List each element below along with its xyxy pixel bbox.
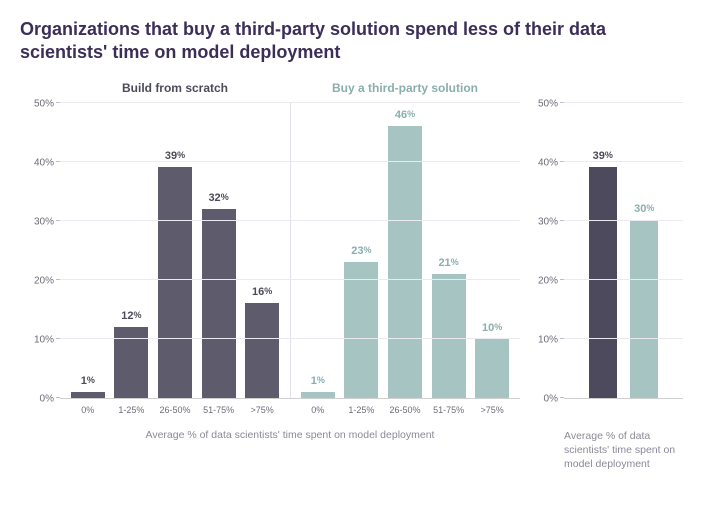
x-tick-label: 26-50% xyxy=(385,399,425,423)
bar-column: 39% xyxy=(586,167,620,398)
bar-column: 10% xyxy=(472,339,512,398)
side-spacer xyxy=(528,77,683,99)
x-tick-label: 51-75% xyxy=(199,399,239,423)
panel-xticks: 0%1-25%26-50%51-75%>75% xyxy=(60,399,290,423)
bar: 32% xyxy=(202,209,236,398)
bar-value-label: 23% xyxy=(344,245,378,257)
x-tick-label: >75% xyxy=(472,399,512,423)
x-tick-label: 26-50% xyxy=(155,399,195,423)
bar-value-label: 12% xyxy=(114,310,148,322)
bar: 39% xyxy=(589,167,617,398)
bar: 46% xyxy=(388,126,422,398)
ytick: 10% xyxy=(20,335,54,346)
side-bars-row: 39% 30% xyxy=(564,103,683,398)
ytick: 0% xyxy=(528,394,558,405)
gridline xyxy=(60,220,520,221)
bar: 1% xyxy=(71,392,105,398)
gridline xyxy=(60,161,520,162)
ytick: 40% xyxy=(20,158,54,169)
bar-column: 46% xyxy=(385,126,425,398)
ytick: 40% xyxy=(528,158,558,169)
side-bars: 39% 30% xyxy=(564,103,683,398)
main-plot: 1% 12% 39% 32% 16% 1% 23% 46% 21% 10% xyxy=(60,103,520,399)
x-tick-label: 51-75% xyxy=(429,399,469,423)
ytick: 30% xyxy=(20,217,54,228)
tick-mark xyxy=(56,102,60,103)
tick-mark xyxy=(56,161,60,162)
bar-value-label: 32% xyxy=(202,192,236,204)
bar: 21% xyxy=(432,274,466,398)
x-tick-label: 1-25% xyxy=(111,399,151,423)
bar: 39% xyxy=(158,167,192,398)
x-tick-label: 0% xyxy=(68,399,108,423)
ytick: 0% xyxy=(20,394,54,405)
tick-mark xyxy=(560,161,564,162)
bar-column: 1% xyxy=(298,392,338,398)
ytick: 20% xyxy=(20,276,54,287)
x-ticks: 0%1-25%26-50%51-75%>75%0%1-25%26-50%51-7… xyxy=(60,399,520,423)
bar: 10% xyxy=(475,339,509,398)
bar: 1% xyxy=(301,392,335,398)
bar-column: 21% xyxy=(429,274,469,398)
bar-column: 1% xyxy=(68,392,108,398)
tick-mark xyxy=(56,397,60,398)
gridline xyxy=(60,338,520,339)
bar-column: 30% xyxy=(627,220,661,398)
gridline xyxy=(60,279,520,280)
gridline xyxy=(564,338,683,339)
tick-mark xyxy=(56,279,60,280)
tick-mark xyxy=(560,338,564,339)
main-chart: Build from scratch Buy a third-party sol… xyxy=(20,77,520,441)
x-axis-title-side: Average % of data scientists' time spent… xyxy=(528,429,683,472)
side-chart: 0% 10% 20% 30% 40% 50% 39% 30% Average % of da… xyxy=(528,77,683,472)
bar-value-label: 10% xyxy=(475,322,509,334)
side-plot-wrap: 0%10%20%30%40%50% 39%30% xyxy=(528,103,683,423)
bar-value-label: 1% xyxy=(71,375,105,387)
panel-bars: 1% 12% 39% 32% 16% xyxy=(60,103,290,398)
ytick: 10% xyxy=(528,335,558,346)
bar-column: 32% xyxy=(199,209,239,398)
tick-mark xyxy=(560,220,564,221)
gridline xyxy=(564,279,683,280)
bar-value-label: 21% xyxy=(432,257,466,269)
tick-mark xyxy=(560,279,564,280)
ytick: 50% xyxy=(528,99,558,110)
bar-column: 23% xyxy=(341,262,381,398)
bar-value-label: 46% xyxy=(388,109,422,121)
tick-mark xyxy=(56,220,60,221)
x-axis-title-main: Average % of data scientists' time spent… xyxy=(20,429,520,441)
bar: 30% xyxy=(630,220,658,398)
tick-mark xyxy=(560,102,564,103)
panel-xticks: 0%1-25%26-50%51-75%>75% xyxy=(290,399,520,423)
panel-title-left: Build from scratch xyxy=(60,81,290,95)
bar-column: 39% xyxy=(155,167,195,398)
panel-title-right: Buy a third-party solution xyxy=(290,81,520,95)
bar-value-label: 30% xyxy=(630,203,658,215)
tick-mark xyxy=(56,338,60,339)
panel-bars: 1% 23% 46% 21% 10% xyxy=(290,103,520,398)
x-tick-label: >75% xyxy=(242,399,282,423)
gridline xyxy=(564,220,683,221)
gridline xyxy=(564,102,683,103)
gridline xyxy=(60,102,520,103)
bar-value-label: 16% xyxy=(245,286,279,298)
ytick: 20% xyxy=(528,276,558,287)
bars-row: 1% 12% 39% 32% 16% 1% 23% 46% 21% 10% xyxy=(60,103,520,398)
bar-value-label: 1% xyxy=(301,375,335,387)
bar: 16% xyxy=(245,303,279,398)
charts-container: Build from scratch Buy a third-party sol… xyxy=(20,77,683,472)
x-tick-label: 1-25% xyxy=(341,399,381,423)
ytick: 30% xyxy=(528,217,558,228)
x-tick-label: 0% xyxy=(298,399,338,423)
tick-mark xyxy=(560,397,564,398)
chart-title: Organizations that buy a third-party sol… xyxy=(20,18,683,63)
gridline xyxy=(564,161,683,162)
main-plot-wrap: 0%10%20%30%40%50% 1%12%39%32%16%1%23%46%… xyxy=(20,103,520,423)
ytick: 50% xyxy=(20,99,54,110)
panel-titles-row: Build from scratch Buy a third-party sol… xyxy=(20,77,520,99)
side-plot: 39% 30% xyxy=(564,103,683,399)
bar: 23% xyxy=(344,262,378,398)
bar-column: 16% xyxy=(242,303,282,398)
